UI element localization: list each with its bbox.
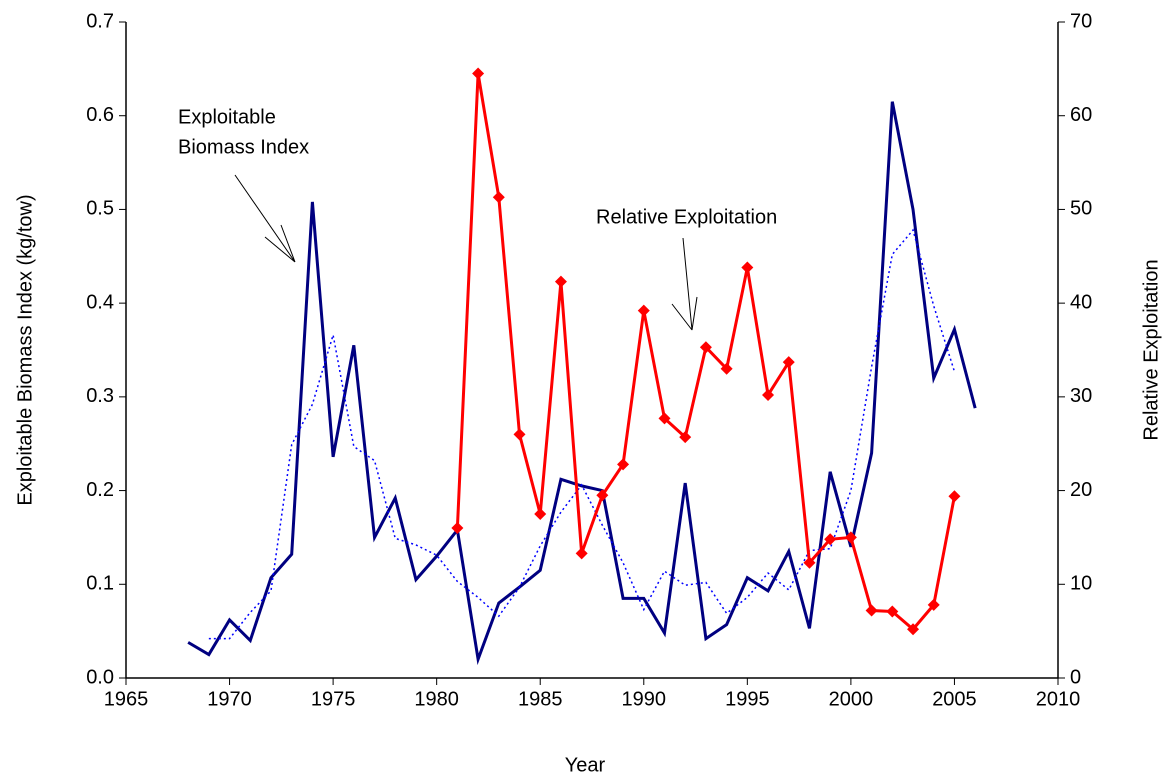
y2-tick-label: 0 [1070, 666, 1081, 688]
y2-tick-label: 60 [1070, 104, 1092, 126]
axis-frame [125, 22, 1059, 679]
point-marker [534, 508, 547, 520]
point-marker [948, 490, 961, 503]
point-marker [762, 388, 775, 401]
x-tick-label: 1995 [725, 688, 770, 710]
y2-tick-label: 20 [1070, 479, 1092, 501]
point-marker [596, 489, 609, 502]
x-tick-label: 2005 [932, 688, 977, 710]
point-marker [617, 458, 630, 471]
y2-tick-label: 70 [1070, 10, 1092, 32]
x-tick-label: 1975 [311, 688, 356, 710]
y-tick-label: 0.0 [86, 666, 114, 688]
annotation: Exploitable [178, 106, 276, 128]
x-tick-label: 2000 [829, 688, 874, 710]
x-tick-label: 1990 [622, 688, 667, 710]
point-marker [472, 67, 485, 80]
x-tick-label: 1985 [518, 688, 563, 710]
y-tick-label: 0.5 [86, 198, 114, 220]
y2-tick-label: 10 [1070, 573, 1092, 595]
point-marker [658, 412, 671, 425]
annotation: Biomass Index [178, 136, 309, 158]
point-marker [513, 428, 526, 441]
annotation-arrow [234, 174, 698, 331]
y-tick-label: 0.7 [86, 10, 114, 32]
y2-tick-label: 40 [1070, 291, 1092, 313]
x-axis-label: Year [565, 754, 606, 776]
y-tick-label: 0.1 [86, 573, 114, 595]
y-axis-label: Exploitable Biomass Index (kg/tow) [14, 194, 36, 505]
point-marker [575, 547, 588, 560]
series-line [187, 101, 977, 666]
point-marker [699, 341, 712, 354]
point-marker [907, 623, 920, 636]
x-tick-label: 2010 [1036, 688, 1081, 710]
point-marker [886, 605, 899, 618]
y-tick-label: 0.2 [86, 479, 114, 501]
point-marker [844, 531, 857, 544]
annotation: Relative Exploitation [596, 206, 777, 228]
y-tick-label: 0.4 [86, 291, 114, 313]
y-tick-label: 0.6 [86, 104, 114, 126]
series-line [208, 228, 956, 640]
y2-tick-label: 30 [1070, 385, 1092, 407]
x-tick-label: 1965 [104, 688, 149, 710]
point-marker [679, 431, 692, 444]
point-marker [741, 261, 754, 274]
point-marker [803, 556, 816, 569]
y2-tick-label: 50 [1070, 198, 1092, 220]
point-marker [824, 533, 837, 546]
point-marker [927, 598, 940, 611]
y2-axis-label: Relative Exploitation [1140, 259, 1162, 440]
point-marker [865, 604, 878, 617]
x-tick-label: 1970 [207, 688, 252, 710]
x-tick-label: 1980 [414, 688, 459, 710]
point-marker [492, 191, 505, 204]
point-marker [451, 522, 464, 535]
y-tick-label: 0.3 [86, 385, 114, 407]
point-marker [720, 362, 733, 375]
point-marker [554, 275, 567, 288]
point-marker [637, 304, 650, 317]
point-marker [782, 356, 795, 369]
